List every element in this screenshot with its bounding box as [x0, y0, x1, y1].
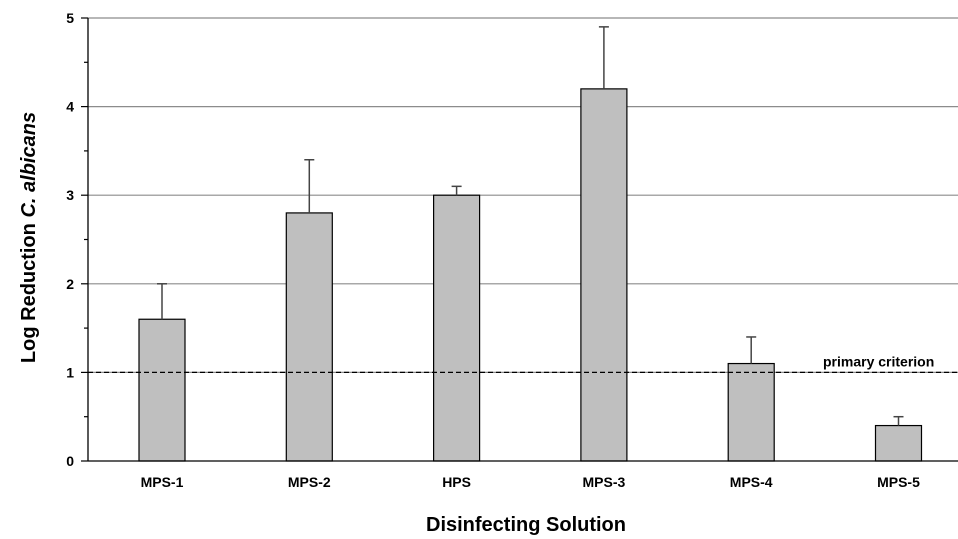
reference-line: primary criterion [88, 353, 958, 372]
y-tick-label: 5 [66, 10, 74, 26]
y-tick-label: 4 [66, 99, 74, 115]
bar [728, 364, 774, 461]
bar [286, 213, 332, 461]
x-tick-label: MPS-2 [288, 474, 331, 490]
y-tick-label: 1 [66, 364, 74, 380]
axes [81, 18, 958, 461]
x-tick-label: MPS-5 [877, 474, 920, 490]
bar [434, 195, 480, 461]
x-tick-label: HPS [442, 474, 471, 490]
y-tick-label: 2 [66, 276, 74, 292]
bar [139, 319, 185, 461]
bar [876, 426, 922, 461]
reference-line-label: primary criterion [823, 353, 934, 369]
x-axis-title: Disinfecting Solution [426, 514, 626, 536]
y-tick-label: 3 [66, 187, 74, 203]
x-tick-label: MPS-3 [583, 474, 626, 490]
y-tick-labels: 0 1 2 3 4 5 [66, 10, 74, 469]
bars [139, 89, 922, 461]
y-axis-title-prefix: Log Reduction [18, 218, 40, 364]
y-tick-label: 0 [66, 453, 74, 469]
gridlines [88, 18, 958, 372]
bar [581, 89, 627, 461]
y-axis-title-italic: C. albicans [18, 112, 40, 218]
y-axis-title: Log Reduction C. albicans [18, 112, 40, 363]
x-tick-label: MPS-1 [141, 474, 184, 490]
x-tick-label: MPS-4 [730, 474, 773, 490]
x-tick-labels: MPS-1 MPS-2 HPS MPS-3 MPS-4 MPS-5 [141, 474, 921, 490]
error-bars [157, 27, 904, 426]
